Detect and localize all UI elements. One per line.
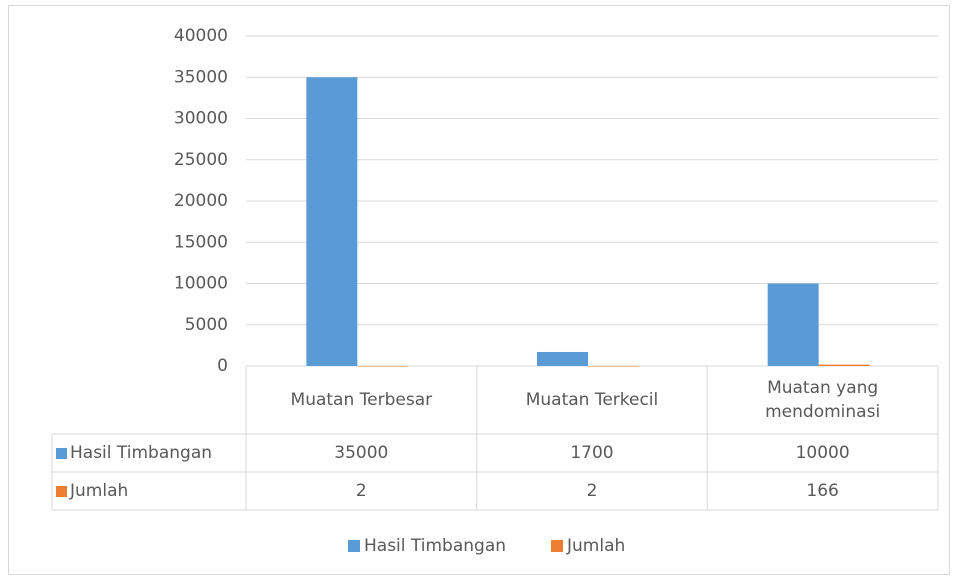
legend-swatch bbox=[551, 540, 563, 552]
y-tick-label: 15000 bbox=[174, 232, 228, 252]
y-tick-label: 40000 bbox=[174, 26, 228, 46]
table-value: 166 bbox=[806, 481, 839, 501]
y-tick-label: 10000 bbox=[174, 274, 228, 294]
table-row-header: Hasil Timbangan bbox=[52, 434, 246, 472]
table-value: 1700 bbox=[570, 443, 614, 463]
table-value: 35000 bbox=[334, 443, 389, 463]
bar bbox=[537, 351, 588, 366]
y-tick-label: 5000 bbox=[185, 315, 228, 335]
legend-label: Hasil Timbangan bbox=[364, 536, 506, 556]
y-tick-label: 0 bbox=[217, 356, 228, 376]
series-name: Jumlah bbox=[70, 481, 129, 501]
bar bbox=[357, 365, 409, 367]
table-value: 10000 bbox=[795, 443, 850, 463]
table-row-header: Jumlah bbox=[52, 472, 246, 510]
y-tick-label: 35000 bbox=[174, 67, 228, 87]
bar bbox=[306, 77, 358, 366]
bar bbox=[818, 364, 870, 366]
table-value: 2 bbox=[586, 481, 598, 501]
legend-label: Jumlah bbox=[566, 536, 625, 556]
category-label: Muatan Terkecil bbox=[525, 390, 659, 410]
table-value: 2 bbox=[355, 481, 367, 501]
bar bbox=[767, 283, 819, 366]
legend-key bbox=[56, 485, 67, 497]
category-label: Muatan Terbesar bbox=[290, 390, 433, 410]
y-tick-label: 20000 bbox=[174, 191, 228, 211]
category-label: Muatan yang mendominasi bbox=[765, 378, 881, 422]
bar bbox=[588, 365, 639, 367]
legend-key bbox=[56, 447, 67, 459]
y-tick-label: 25000 bbox=[174, 150, 228, 170]
series-name: Hasil Timbangan bbox=[70, 443, 213, 463]
legend-swatch bbox=[348, 540, 360, 552]
y-tick-label: 30000 bbox=[174, 109, 228, 129]
